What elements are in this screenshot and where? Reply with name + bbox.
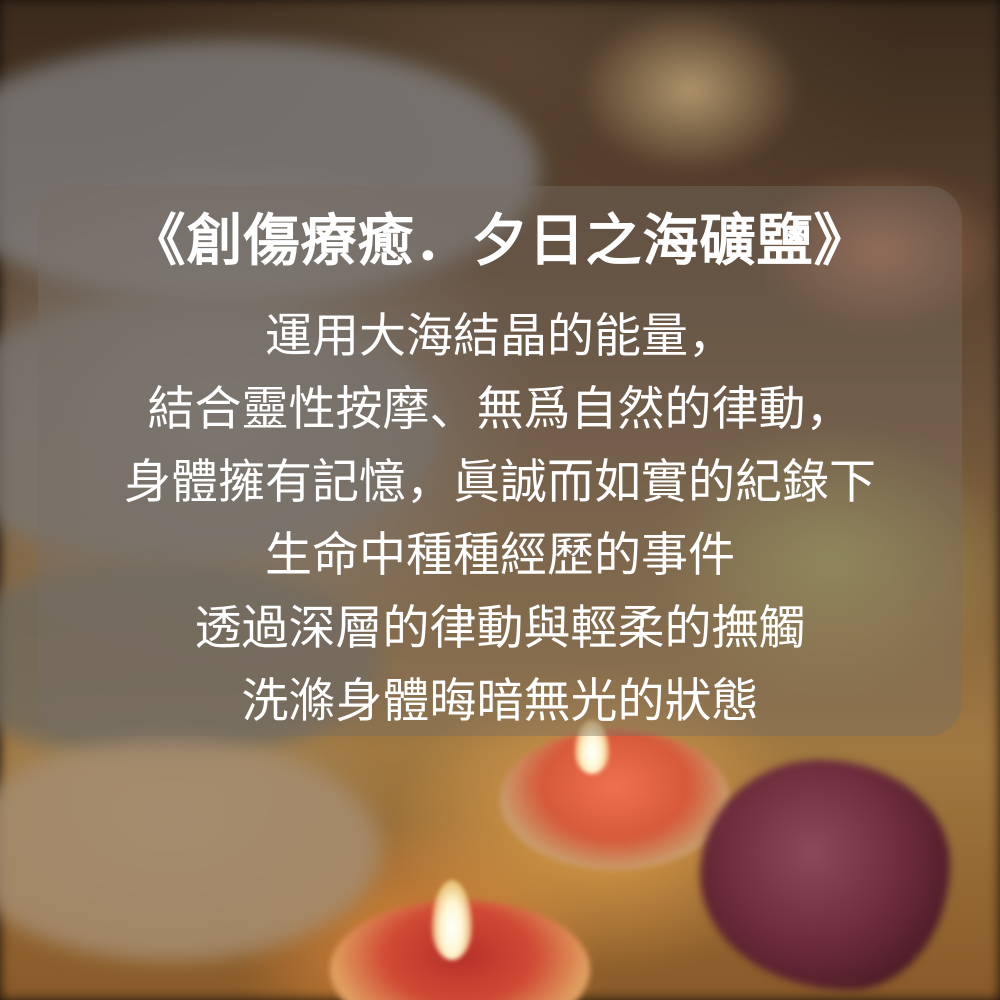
rolled-towel-shape [0,300,440,560]
rolled-towel-shape [0,40,540,300]
description-line: 生命中種種經歷的事件 [265,528,735,583]
description-line: 身體擁有記憶，眞誠而如實的紀錄下 [124,455,876,510]
page-title: 《創傷療癒．夕日之海礦鹽》 [129,208,871,274]
description-line: 透過深層的律動與輕柔的撫觸 [194,601,806,656]
rolled-towel-shape [0,560,380,760]
candle-shape [500,730,730,870]
description-text: 運用大海結晶的能量， 結合靈性按摩、無爲自然的律動， 身體擁有記憶，眞誠而如實的… [38,300,962,738]
candle-flame-icon [432,880,472,960]
description-line: 洗滌身體晦暗無光的狀態 [241,674,759,729]
description-line: 運用大海結晶的能量， [265,309,735,364]
flower-shape [700,760,950,990]
description-line: 結合靈性按摩、無爲自然的律動， [147,382,853,437]
text-overlay-panel [38,186,962,736]
rolled-towel-shape [0,740,380,960]
candle-flame-icon [575,720,609,774]
